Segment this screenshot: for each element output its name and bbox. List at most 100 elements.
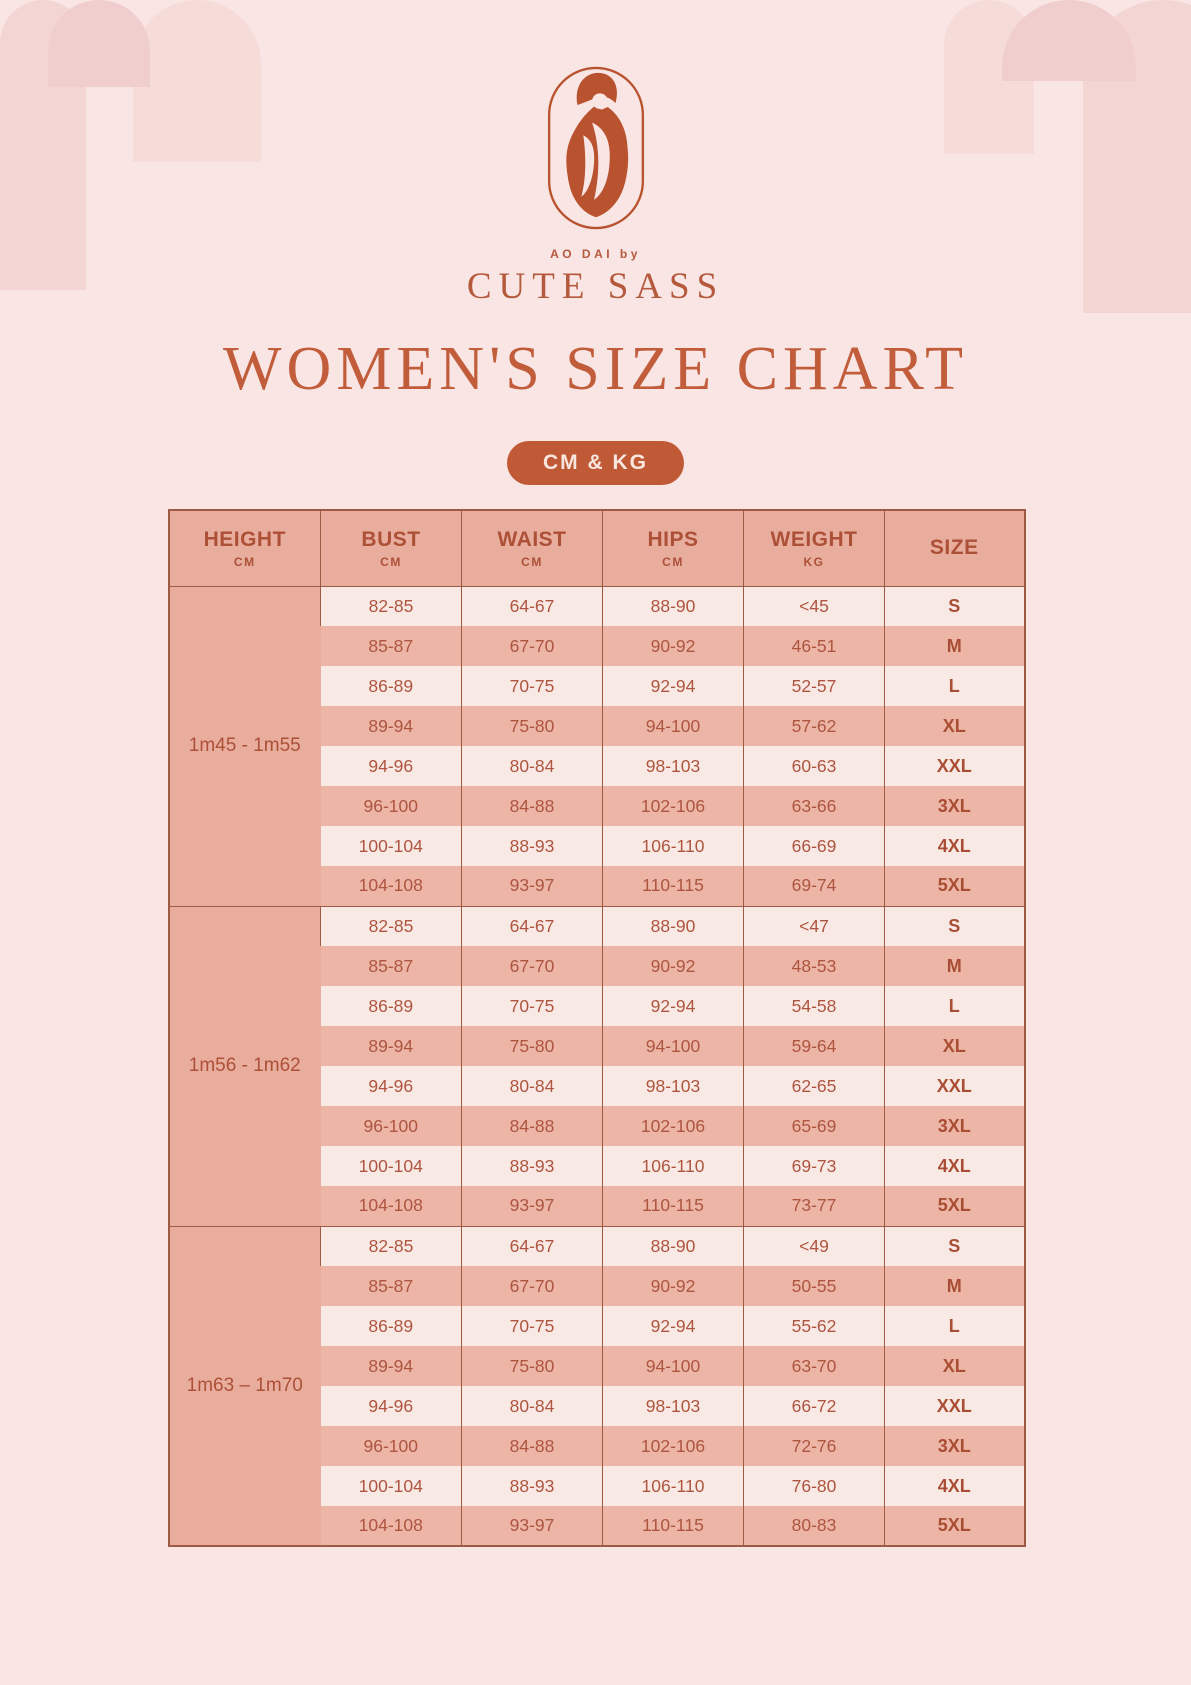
- cell-size: 4XL: [884, 826, 1025, 866]
- table-row: 96-100 84-88 102-106 63-66 3XL: [169, 786, 1025, 826]
- cell-bust: 94-96: [320, 746, 462, 786]
- cell-bust: 89-94: [320, 1026, 462, 1066]
- table-row: 94-96 80-84 98-103 60-63 XXL: [169, 746, 1025, 786]
- cell-waist: 67-70: [461, 1266, 603, 1306]
- cell-hips: 94-100: [602, 1026, 744, 1066]
- cell-size: M: [884, 946, 1025, 986]
- cell-bust: 82-85: [320, 1225, 462, 1266]
- table-row: 86-89 70-75 92-94 52-57 L: [169, 666, 1025, 706]
- cell-size: 4XL: [884, 1466, 1025, 1506]
- cell-weight: <47: [743, 905, 885, 946]
- cell-bust: 96-100: [320, 1426, 462, 1466]
- cell-size: 5XL: [884, 1506, 1025, 1546]
- cell-waist: 88-93: [461, 1146, 603, 1186]
- cell-hips: 92-94: [602, 1306, 744, 1346]
- cell-waist: 67-70: [461, 946, 603, 986]
- cell-weight: 65-69: [743, 1106, 885, 1146]
- brand-tagline: AO DAI by: [550, 247, 641, 261]
- cell-weight: 62-65: [743, 1066, 885, 1106]
- column-header-waist: WAIST CM: [461, 510, 603, 587]
- cell-size: XXL: [884, 1066, 1025, 1106]
- cell-bust: 89-94: [320, 1346, 462, 1386]
- table-row: 89-94 75-80 94-100 59-64 XL: [169, 1026, 1025, 1066]
- cell-waist: 70-75: [461, 1306, 603, 1346]
- table-row: 96-100 84-88 102-106 65-69 3XL: [169, 1106, 1025, 1146]
- cell-hips: 110-115: [602, 1186, 744, 1226]
- cell-bust: 86-89: [320, 1306, 462, 1346]
- cell-bust: 104-108: [320, 1186, 462, 1226]
- cell-bust: 89-94: [320, 706, 462, 746]
- cell-size: S: [884, 585, 1025, 626]
- table-row: 1m56 - 1m62 82-85 64-67 88-90 <47 S: [168, 905, 1025, 1226]
- table-row: 85-87 67-70 90-92 46-51 M: [169, 626, 1025, 666]
- column-label: BUST: [361, 527, 421, 551]
- cell-weight: 66-69: [743, 826, 885, 866]
- cell-hips: 98-103: [602, 1386, 744, 1426]
- cell-weight: 80-83: [743, 1506, 885, 1546]
- cell-hips: 94-100: [602, 706, 744, 746]
- column-unit: CM: [662, 554, 684, 569]
- cell-waist: 88-93: [461, 1466, 603, 1506]
- cell-waist: 64-67: [461, 585, 603, 626]
- cell-bust: 85-87: [320, 626, 462, 666]
- height-group-label: 1m63 – 1m70: [168, 1225, 321, 1546]
- cell-bust: 86-89: [320, 986, 462, 1026]
- poster-content: AO DAI by CUTE SASS WOMEN'S SIZE CHART C…: [167, 66, 1026, 1547]
- cell-bust: 100-104: [320, 1466, 462, 1506]
- cell-weight: 59-64: [743, 1026, 885, 1066]
- cell-hips: 102-106: [602, 1106, 744, 1146]
- table-row: 1m63 – 1m70 82-85 64-67 88-90 <49 S: [168, 1225, 1025, 1546]
- cell-weight: 54-58: [743, 986, 885, 1026]
- cell-size: M: [884, 626, 1025, 666]
- table-header-row: HEIGHT CM BUST CM WAIST CM HIPS CM WEIGHT KG SIZE: [168, 510, 1025, 587]
- cell-waist: 70-75: [461, 986, 603, 1026]
- cell-hips: 92-94: [602, 666, 744, 706]
- cell-size: L: [884, 986, 1025, 1026]
- cell-hips: 110-115: [602, 866, 744, 906]
- cell-weight: 60-63: [743, 746, 885, 786]
- table-row: 94-96 80-84 98-103 62-65 XXL: [169, 1066, 1025, 1106]
- cell-weight: 69-73: [743, 1146, 885, 1186]
- cell-size: XXL: [884, 1386, 1025, 1426]
- cell-bust: 96-100: [320, 1106, 462, 1146]
- cell-waist: 84-88: [461, 786, 603, 826]
- table-row: 1m45 - 1m55 82-85 64-67 88-90 <45 S: [168, 585, 1025, 906]
- table-row: 100-104 88-93 106-110 69-73 4XL: [169, 1146, 1025, 1186]
- table-row: 104-108 93-97 110-115 69-74 5XL: [169, 866, 1025, 906]
- cell-hips: 98-103: [602, 746, 744, 786]
- cell-hips: 88-90: [602, 905, 744, 946]
- corner-arch-decoration: [48, 0, 150, 87]
- cell-bust: 82-85: [320, 585, 462, 626]
- cell-waist: 70-75: [461, 666, 603, 706]
- cell-waist: 67-70: [461, 626, 603, 666]
- cell-hips: 92-94: [602, 986, 744, 1026]
- table-row: 96-100 84-88 102-106 72-76 3XL: [169, 1426, 1025, 1466]
- cell-waist: 93-97: [461, 1506, 603, 1546]
- cell-waist: 75-80: [461, 1346, 603, 1386]
- size-chart-table: HEIGHT CM BUST CM WAIST CM HIPS CM WEIGHT KG SIZE …: [167, 509, 1026, 1547]
- cell-size: L: [884, 1306, 1025, 1346]
- column-label: WEIGHT: [770, 527, 858, 551]
- cell-hips: 88-90: [602, 1225, 744, 1266]
- brand-name: CUTE SASS: [466, 266, 725, 307]
- table-row: 94-96 80-84 98-103 66-72 XXL: [169, 1386, 1025, 1426]
- cell-size: L: [884, 666, 1025, 706]
- cell-weight: 69-74: [743, 866, 885, 906]
- cell-bust: 100-104: [320, 826, 462, 866]
- column-label: WAIST: [497, 527, 567, 551]
- cell-size: 3XL: [884, 1426, 1025, 1466]
- column-header-height: HEIGHT CM: [168, 510, 321, 587]
- cell-weight: 57-62: [743, 706, 885, 746]
- cell-bust: 94-96: [320, 1386, 462, 1426]
- column-header-size: SIZE: [884, 510, 1025, 587]
- cell-hips: 106-110: [602, 1466, 744, 1506]
- table-row: 104-108 93-97 110-115 73-77 5XL: [169, 1186, 1025, 1226]
- column-label: HEIGHT: [203, 527, 286, 551]
- cell-hips: 90-92: [602, 626, 744, 666]
- cell-weight: 63-70: [743, 1346, 885, 1386]
- cell-weight: 76-80: [743, 1466, 885, 1506]
- woman-in-ao-dai-icon: [547, 66, 644, 230]
- cell-bust: 100-104: [320, 1146, 462, 1186]
- column-unit: CM: [521, 554, 543, 569]
- cell-hips: 102-106: [602, 786, 744, 826]
